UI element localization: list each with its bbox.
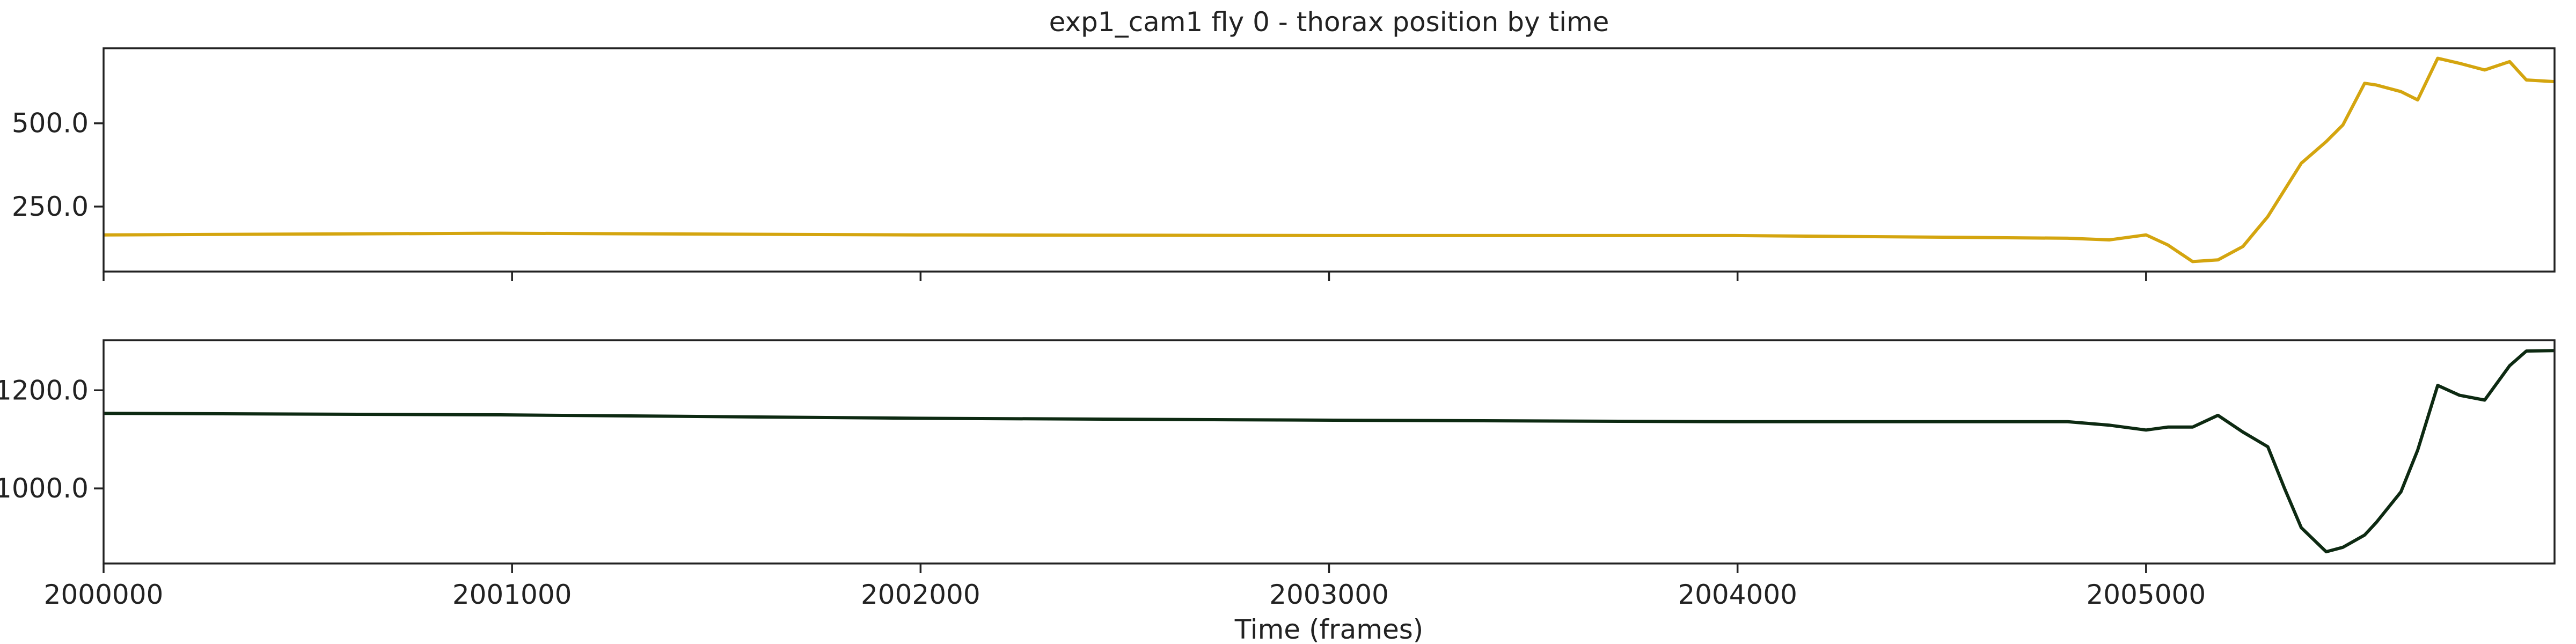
chart-title: exp1_cam1 fly 0 - thorax position by tim… — [1049, 6, 1609, 38]
x-tick-label: 2003000 — [1269, 579, 1389, 610]
y-tick-label: 1000.0 — [0, 473, 89, 504]
plot-frame — [103, 339, 2556, 565]
y-tick-label: 1200.0 — [0, 375, 89, 406]
x-tick-label: 2000000 — [44, 579, 164, 610]
plot-frame — [103, 47, 2556, 273]
x-tick-label: 2002000 — [861, 579, 980, 610]
y-tick-label: 500.0 — [12, 108, 89, 139]
y-tick-label: 250.0 — [12, 191, 89, 222]
x-tick-label: 2005000 — [2086, 579, 2206, 610]
data-line — [103, 349, 2555, 554]
x-tick-label: 2001000 — [452, 579, 572, 610]
x-tick-label: 2004000 — [1678, 579, 1797, 610]
data-line — [103, 56, 2555, 264]
x-axis-label: Time (frames) — [1234, 614, 1424, 644]
